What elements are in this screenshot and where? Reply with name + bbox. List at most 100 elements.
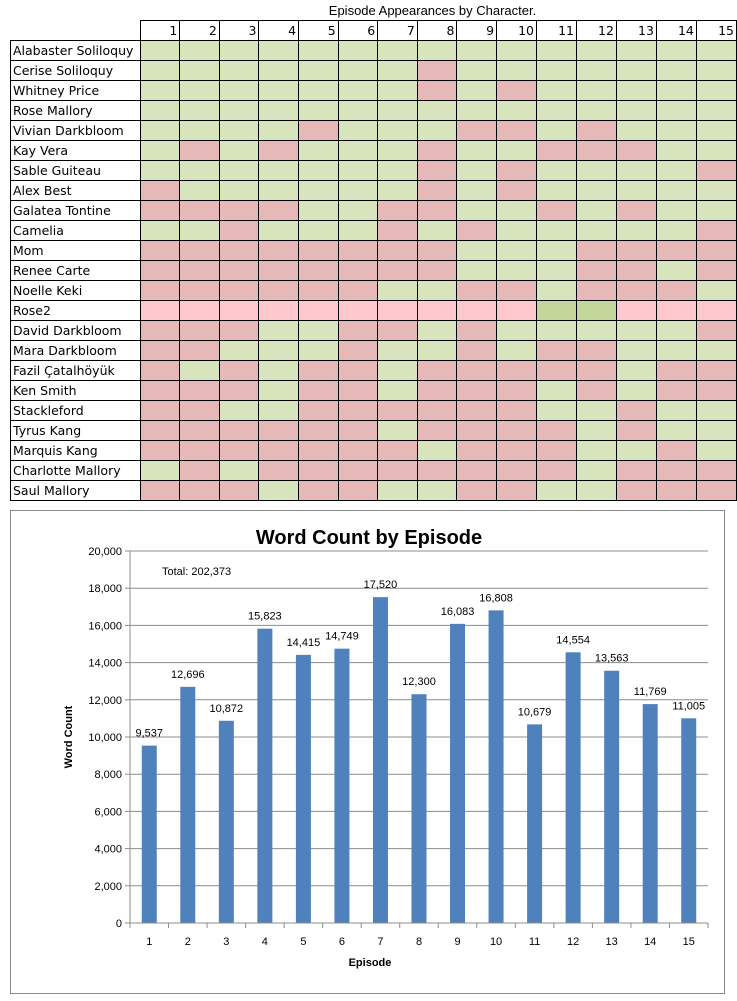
character-row: Vivian Darkbloom [10,120,737,141]
appearance-cell [615,40,657,61]
appearance-cell [179,340,220,361]
bar [642,704,658,923]
appearance-cell [655,440,697,461]
bar [141,745,157,923]
appearance-cell [218,480,260,501]
character-name: Renee Carte [10,260,141,281]
y-tick-label: 12,000 [88,695,122,707]
appearance-cell [258,440,300,461]
appearance-cell [179,120,220,141]
appearance-cell [218,100,260,121]
appearance-cell [615,480,657,501]
appearance-cell [456,140,498,161]
appearance-cell [416,240,458,261]
y-tick-label: 0 [116,918,122,930]
appearance-cell [337,280,379,301]
appearance-cell [655,160,697,181]
appearance-cell [298,320,339,341]
appearance-cell [575,440,617,461]
data-label: 17,520 [364,579,398,591]
appearance-cell [298,480,339,501]
appearance-cell [377,160,418,181]
episode-header: 13 [615,20,657,41]
appearance-cell [218,320,260,341]
bar [372,597,388,923]
appearance-cell [575,120,617,141]
appearance-cell [695,80,737,101]
appearance-cell [139,160,181,181]
appearance-cell [139,180,181,201]
character-name: Galatea Tontine [10,200,141,221]
y-tick-label: 14,000 [88,658,122,670]
appearance-cell [337,320,379,341]
appearance-cell [298,120,339,141]
appearance-cell [655,260,697,281]
appearance-cell [416,100,458,121]
episode-header: 3 [218,20,260,41]
appearance-cell [575,460,617,481]
appearance-cell [695,140,737,161]
character-name: Stackleford [10,400,141,421]
y-tick-label: 10,000 [88,732,122,744]
appearance-cell [655,100,697,121]
appearance-cell [377,100,418,121]
appearance-cell [536,340,577,361]
character-name: Noelle Keki [10,280,141,301]
appearance-cell [615,300,657,321]
y-tick-label: 6,000 [94,806,122,818]
character-row: Charlotte Mallory [10,460,737,481]
appearance-cell [536,240,577,261]
appearance-cell [575,100,617,121]
appearance-cell [337,360,379,381]
bar [565,652,581,923]
appearance-cell [496,180,537,201]
character-row: Mom [10,240,737,261]
appearance-cell [456,160,498,181]
appearance-cell [298,180,339,201]
appearance-cell [416,420,458,441]
appearance-cell [377,280,418,301]
appearance-cell [218,180,260,201]
appearance-cell [615,240,657,261]
appearance-cell [575,360,617,381]
appearance-cell [337,160,379,181]
x-tick-label: 4 [262,936,268,948]
appearance-cell [456,340,498,361]
appearance-cell [258,220,300,241]
episode-header: 6 [337,20,379,41]
appearance-cell [298,200,339,221]
appearance-cell [218,300,260,321]
y-tick-label: 18,000 [88,583,122,595]
appearance-cell [695,380,737,401]
appearance-cell [655,140,697,161]
appearance-cell [139,120,181,141]
episode-header: 7 [377,20,418,41]
appearance-cell [496,240,537,261]
appearance-cell [575,320,617,341]
appearance-cell [179,160,220,181]
appearance-cell [139,220,181,241]
appearance-cell [377,300,418,321]
appearance-cell [695,280,737,301]
episode-header: 14 [655,20,697,41]
character-name: Rose Mallory [10,100,141,121]
appearance-cell [536,260,577,281]
appearance-cell [615,360,657,381]
appearance-cell [536,100,577,121]
appearance-cell [179,300,220,321]
appearance-cell [218,160,260,181]
bar [334,648,350,923]
x-axis-title: Episode [349,957,392,969]
appearance-cell [655,360,697,381]
bar [527,724,543,923]
y-tick-label: 4,000 [94,844,122,856]
appearance-cell [615,440,657,461]
appearance-cell [456,40,498,61]
character-name: Alabaster Soliloquy [10,40,141,61]
appearance-cell [258,380,300,401]
episode-header: 4 [258,20,300,41]
appearance-cell [258,60,300,81]
appearance-cell [218,440,260,461]
appearance-cell [179,100,220,121]
appearance-cell [139,380,181,401]
